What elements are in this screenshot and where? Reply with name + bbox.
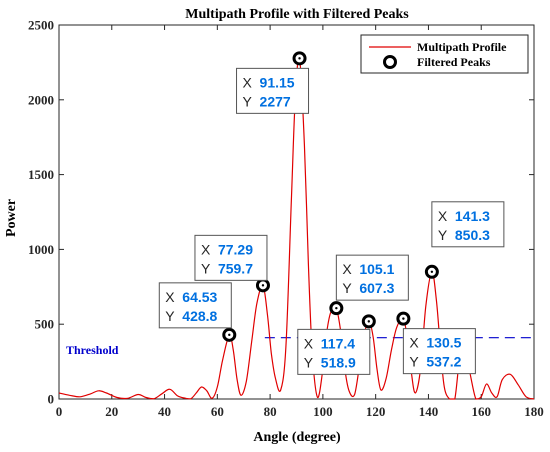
datatip-y-value: 428.8 (182, 308, 217, 324)
datatip-y-value: 537.2 (426, 354, 461, 370)
peak-marker (424, 264, 439, 279)
datatip-y-value: 607.3 (359, 280, 394, 296)
x-tick-label: 140 (419, 404, 439, 419)
x-tick-label: 0 (56, 404, 63, 419)
datatip-x-value: 130.5 (426, 335, 461, 351)
x-tick-label: 100 (313, 404, 333, 419)
y-tick-label: 2000 (28, 92, 54, 107)
datatip-y-key: Y (409, 354, 419, 370)
threshold-layer: Threshold (66, 337, 534, 357)
plot-area-frame (58, 24, 535, 400)
datatip-y-value: 518.9 (321, 354, 356, 370)
datatip-y-key: Y (201, 260, 211, 276)
peak-marker-dot (228, 333, 231, 337)
datatip-box (297, 328, 371, 375)
x-tick-label: 40 (158, 404, 171, 419)
datatip-y-value: 2277 (260, 93, 291, 109)
datatip-x-key: X (409, 335, 419, 351)
peak-marker (396, 311, 411, 326)
peaks-layer (222, 51, 439, 342)
peak-marker (329, 301, 344, 316)
threshold-label: Threshold (66, 343, 119, 357)
y-axis-label: Power (4, 199, 19, 237)
y-tick-label: 0 (48, 392, 55, 407)
peak-marker (361, 314, 376, 329)
peak-marker-dot (298, 57, 301, 60)
datatip: X 117.4 Y 518.9 (297, 328, 371, 375)
datatip: X 91.15 Y 2277 (236, 67, 310, 114)
datatip-box (402, 328, 476, 375)
datatip-x-value: 117.4 (321, 335, 355, 351)
datatip-box (236, 67, 310, 114)
x-tick-label: 60 (211, 404, 224, 419)
axes-layer: 0 20 40 60 80 100 120 140 160 180 0 500 1000 1500 2000… (28, 18, 544, 420)
datatip: X 141.3 Y 850.3 (431, 201, 505, 248)
datatip-x-value: 77.29 (218, 241, 253, 257)
peak-marker-dot (335, 306, 338, 310)
datatip-y-key: Y (243, 93, 253, 109)
y-tick-label: 1000 (28, 242, 54, 257)
datatip-x-key: X (304, 335, 314, 351)
x-tick-label: 20 (105, 404, 118, 419)
peak-marker (292, 51, 307, 66)
datatip: X 77.29 Y 759.7 (194, 234, 268, 281)
datatip-y-key: Y (304, 354, 314, 370)
x-tick-label: 80 (264, 404, 277, 419)
y-tick-label: 500 (35, 317, 55, 332)
legend-peaks-label: Filtered Peaks (417, 55, 491, 69)
chart-title: Multipath Profile with Filtered Peaks (185, 7, 409, 22)
datatip-x-value: 91.15 (260, 74, 295, 90)
datatip-box (335, 254, 409, 301)
x-tick-label: 120 (366, 404, 386, 419)
x-tick-label: 160 (471, 404, 491, 419)
legend-series-label: Multipath Profile (417, 40, 507, 54)
datatip-y-key: Y (342, 280, 352, 296)
datatip-x-value: 105.1 (359, 261, 394, 277)
datatip: X 64.53 Y 428.8 (158, 282, 232, 329)
datatip-x-value: 64.53 (182, 289, 217, 305)
y-tick-label: 2500 (28, 18, 54, 33)
datatip: X 105.1 Y 607.3 (335, 254, 409, 301)
peak-marker-dot (430, 270, 434, 273)
datatips-layer: X 64.53 Y 428.8 X 77.29 Y 759.7 X 91.15 Y 2277 X 105.… (158, 67, 505, 375)
datatip: X 130.5 Y 537.2 (402, 328, 476, 375)
datatip-x-value: 141.3 (455, 208, 490, 224)
legend-peaks-swatch (383, 55, 397, 69)
datatip-y-value: 850.3 (455, 227, 490, 243)
peak-marker-dot (261, 284, 265, 287)
datatip-x-key: X (243, 74, 253, 90)
datatip-y-value: 759.7 (218, 260, 253, 276)
peak-marker-dot (402, 317, 405, 320)
datatip-x-key: X (342, 261, 352, 277)
y-tick-label: 1500 (28, 167, 54, 182)
datatip-x-key: X (201, 241, 211, 257)
series-line-0 (58, 56, 535, 400)
datatip-box (431, 201, 505, 248)
peak-marker (222, 327, 237, 342)
series-layer (58, 56, 535, 400)
datatip-y-key: Y (165, 308, 175, 324)
x-axis-label: Angle (degree) (253, 430, 341, 445)
datatip-y-key: Y (438, 227, 448, 243)
datatip-x-key: X (438, 208, 448, 224)
datatip-x-key: X (165, 289, 175, 305)
x-tick-label: 180 (524, 404, 544, 419)
datatip-box (158, 282, 232, 329)
peak-marker-dot (367, 320, 371, 323)
datatip-box (194, 234, 268, 281)
peak-marker (255, 278, 270, 293)
